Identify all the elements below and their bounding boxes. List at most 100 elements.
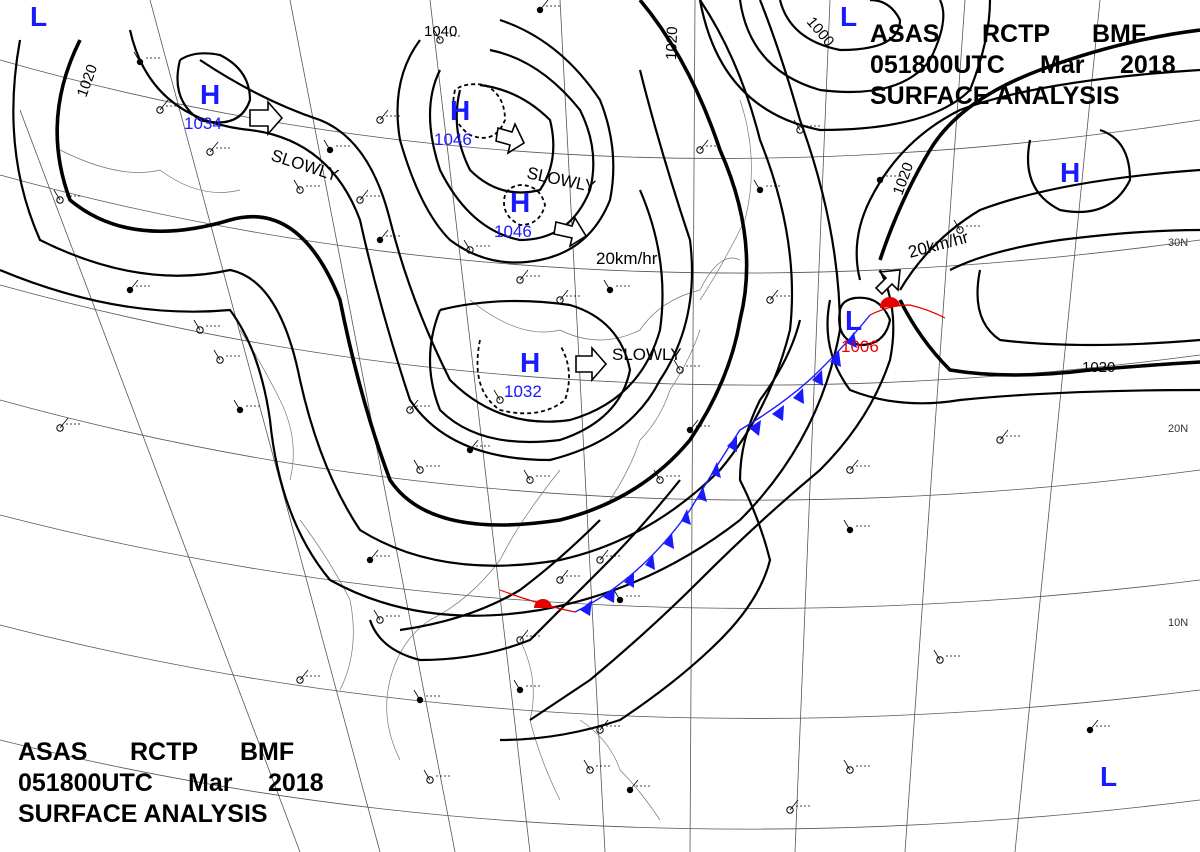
station-plot — [603, 279, 632, 294]
station-plot — [583, 759, 612, 774]
station-plot — [493, 389, 522, 404]
high-pressure-value: 1046 — [494, 222, 532, 241]
isobars — [0, 0, 1200, 742]
station-plot — [376, 229, 402, 244]
meridians — [19, 0, 1101, 852]
warm-fronts — [499, 296, 946, 613]
movement-arrow-2 — [495, 121, 526, 155]
header-bottom-line1-part-3: BMF — [240, 738, 294, 766]
station-plot — [406, 399, 432, 414]
station-plot — [846, 459, 872, 474]
station-plot — [686, 419, 712, 434]
low-pressure-value: 1006 — [841, 337, 879, 356]
station-plot — [423, 769, 452, 784]
station-plot — [793, 119, 822, 134]
high-pressure-symbol: H — [1060, 157, 1080, 188]
station-plot — [356, 189, 382, 204]
station-plot — [753, 179, 782, 194]
station-plot — [696, 139, 722, 154]
station-plot — [53, 189, 82, 204]
header-top-line2-part-3: 2018 — [1120, 51, 1176, 79]
header-top-line3: SURFACE ANALYSIS — [870, 82, 1120, 110]
station-plot — [413, 459, 442, 474]
station-plot — [953, 219, 982, 234]
low-pressure-symbol: L — [845, 305, 862, 336]
station-plot — [56, 417, 82, 432]
header-top-line2-part-1: 051800UTC — [870, 51, 1005, 79]
station-plot — [133, 51, 162, 66]
isobar-label-1020: 1020 — [663, 26, 681, 60]
station-plot — [613, 589, 642, 604]
station-plot — [463, 239, 492, 254]
header-bottom-line2-part-1: 051800UTC — [18, 769, 153, 797]
header-top-line2-part-2: Mar — [1040, 51, 1085, 79]
movement-text-m4: SLOWLY — [612, 345, 682, 364]
station-plot — [653, 469, 682, 484]
station-plot — [626, 779, 652, 794]
header-bottom-line1-part-2: RCTP — [130, 738, 198, 766]
high-pressure-symbol: H — [450, 95, 470, 126]
lat-label-30n: 30N — [1168, 237, 1188, 249]
low-pressure-symbol: L — [30, 1, 47, 32]
station-plot — [996, 429, 1022, 444]
movement-arrow-3 — [553, 216, 588, 248]
station-plot — [536, 0, 562, 14]
high-pressure-symbol: H — [200, 79, 220, 110]
station-plot — [433, 29, 462, 44]
header-bottom-line2-part-3: 2018 — [268, 769, 324, 797]
station-plot — [596, 719, 622, 734]
station-plot — [556, 289, 582, 304]
station-plot — [1086, 719, 1112, 734]
station-plot — [843, 759, 872, 774]
high-pressure-value: 1046 — [434, 130, 472, 149]
station-plot — [233, 399, 262, 414]
high-pressure-value: 1032 — [504, 382, 542, 401]
header-bottom-line3: SURFACE ANALYSIS — [18, 800, 268, 828]
header-top-line1-part-3: BMF — [1092, 20, 1146, 48]
station-plots — [53, 0, 1112, 814]
movement-text-m3: 20km/hr — [596, 249, 658, 268]
header-top-line1-part-1: ASAS — [870, 20, 939, 48]
station-plot — [126, 279, 152, 294]
station-plot — [516, 269, 542, 284]
movement-arrow-5 — [874, 269, 901, 296]
station-plot — [513, 679, 542, 694]
high-pressure-value: 1034 — [184, 114, 222, 133]
low-pressure-symbol: L — [1100, 761, 1117, 792]
header-bottom-line1-part-1: ASAS — [18, 738, 87, 766]
movement-arrows — [249, 99, 901, 383]
high-pressure-symbol: H — [520, 347, 540, 378]
station-plot — [843, 519, 872, 534]
lat-label-20n: 20N — [1168, 423, 1188, 435]
high-pressure-symbol: H — [510, 187, 530, 218]
station-plot — [373, 609, 402, 624]
lat-label-10n: 10N — [1168, 617, 1188, 629]
station-plot — [376, 109, 402, 124]
station-plot — [516, 629, 542, 644]
station-plot — [193, 319, 222, 334]
low-pressure-symbol: L — [840, 1, 857, 32]
station-plot — [876, 169, 902, 184]
station-plot — [296, 669, 322, 684]
station-plot — [366, 549, 392, 564]
station-plot — [323, 139, 352, 154]
station-plot — [523, 469, 552, 484]
station-plot — [156, 99, 182, 114]
station-plot — [206, 141, 232, 156]
station-plot — [786, 799, 812, 814]
station-plot — [766, 289, 792, 304]
station-plot — [413, 689, 442, 704]
station-plot — [596, 549, 622, 564]
stationary-front — [574, 314, 871, 616]
movement-arrow-4 — [575, 345, 608, 383]
movement-arrow-1 — [249, 99, 284, 137]
isobar-label-1020: 1020 — [1082, 359, 1115, 376]
station-plot — [293, 179, 322, 194]
header-bottom-line2-part-2: Mar — [188, 769, 233, 797]
station-plot — [556, 569, 582, 584]
station-plot — [933, 649, 962, 664]
station-plot — [673, 359, 702, 374]
header-top-line1-part-2: RCTP — [982, 20, 1050, 48]
isobar-label-1040: 1040 — [424, 23, 457, 40]
